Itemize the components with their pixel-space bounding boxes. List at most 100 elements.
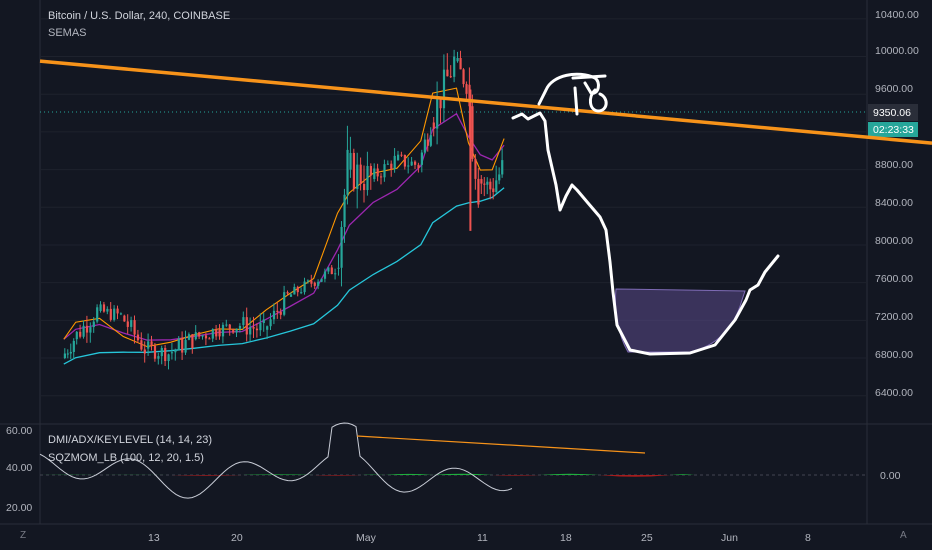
hand-drawn-projection[interactable]: [511, 72, 780, 356]
candle-body: [249, 327, 252, 335]
candle-body: [390, 163, 393, 169]
candle-body: [456, 57, 459, 62]
candle-body: [492, 188, 495, 193]
candle-body: [337, 267, 340, 269]
price-tick: 7200.00: [875, 311, 913, 323]
candle-body: [373, 168, 376, 180]
ema-fast-line: [63, 87, 505, 348]
indicator-tick: 40.00: [6, 462, 32, 474]
candle-body: [289, 294, 293, 297]
ema-lines: [63, 87, 505, 365]
indicator-legend-sqz[interactable]: SQZMOM_LB (100, 12, 20, 1.5): [48, 452, 204, 464]
auto-scale-button[interactable]: A: [900, 530, 907, 541]
price-tick: 8000.00: [875, 235, 913, 247]
candle-body: [474, 158, 477, 179]
candle-body: [310, 280, 313, 284]
price-tick: 7600.00: [875, 273, 913, 285]
candle-body: [201, 335, 204, 337]
time-tick: 18: [560, 532, 572, 544]
candle-body: [167, 354, 170, 362]
candle-body: [63, 353, 66, 359]
candle-body: [170, 352, 174, 354]
candle-body: [191, 334, 194, 349]
candle-body: [85, 325, 89, 333]
countdown-badge: [868, 122, 918, 137]
candle-body: [442, 69, 446, 109]
candle-body: [483, 183, 486, 185]
indicator-tick: 60.00: [6, 425, 32, 437]
symbol-title[interactable]: Bitcoin / U.S. Dollar, 240, COINBASE: [48, 10, 231, 22]
candle-body: [235, 328, 238, 333]
candle-body: [376, 168, 379, 177]
candle-body: [320, 278, 323, 282]
candle-body: [346, 149, 349, 195]
candle-body: [417, 164, 420, 169]
candle-body: [501, 160, 504, 175]
indicator-legend-dmi[interactable]: DMI/ADX/KEYLEVEL (14, 14, 23): [48, 434, 213, 446]
adx-line: [39, 422, 513, 499]
zoom-corner-button[interactable]: Z: [20, 530, 27, 541]
candle-body: [276, 310, 279, 313]
price-tick: 9600.00: [875, 83, 913, 95]
candle-body: [215, 329, 218, 337]
momentum-wave: [599, 475, 671, 477]
candle-body: [286, 292, 289, 294]
candle-body: [238, 325, 242, 329]
candle-body: [79, 331, 82, 337]
candle-body: [393, 155, 396, 169]
candle-body: [369, 165, 372, 176]
candle-body: [480, 179, 483, 184]
candle-body: [403, 154, 406, 167]
candle-body: [96, 307, 99, 322]
candle-body: [109, 308, 112, 320]
scribble-marks: [571, 74, 608, 116]
candle-body: [255, 328, 259, 331]
candle-body: [363, 184, 366, 191]
time-tick: 13: [148, 532, 160, 544]
indicator-axis: 60.00 40.00 20.00 0.00: [6, 425, 901, 514]
candle-body: [194, 332, 197, 340]
candle-body: [439, 98, 442, 109]
candle-body: [306, 280, 310, 282]
candle-body: [164, 347, 167, 362]
candle-body: [498, 174, 501, 181]
candle-body: [133, 320, 136, 335]
candle-body: [272, 310, 276, 320]
momentum-wave: [492, 475, 540, 476]
time-tick: 20: [231, 532, 243, 544]
price-axis[interactable]: 10400.00 10000.00 9600.00 8800.00 8400.0…: [875, 9, 919, 399]
candle-body: [242, 317, 245, 326]
momentum-wave: [432, 473, 493, 475]
candle-body: [174, 349, 177, 353]
time-axis[interactable]: 13 20 May 11 18 25 Jun 8: [148, 532, 811, 544]
price-tick: 8800.00: [875, 159, 913, 171]
candle-body: [262, 319, 265, 324]
price-tick: 10400.00: [875, 9, 919, 21]
momentum-wave: [242, 474, 314, 475]
candle-body: [116, 308, 119, 314]
overlay-legend[interactable]: SEMAS: [48, 27, 87, 39]
candle-body: [317, 281, 320, 286]
candle-body: [356, 164, 359, 189]
candle-body: [471, 106, 474, 159]
candle-body: [123, 315, 126, 322]
resistance-trendline[interactable]: [39, 59, 932, 145]
candle-body: [228, 324, 231, 330]
candle-body: [486, 181, 489, 185]
countdown-label: 02:23:33: [873, 124, 914, 136]
candle-body: [181, 338, 184, 353]
candle-body: [349, 152, 352, 170]
candlesticks: [63, 49, 504, 370]
candle-body: [225, 324, 228, 326]
candle-body: [113, 308, 116, 320]
candle-body: [269, 319, 272, 327]
candle-body: [414, 161, 417, 165]
momentum-wave: [170, 475, 243, 476]
price-tick: 6400.00: [875, 387, 913, 399]
candle-body: [300, 292, 303, 294]
candle-body: [323, 271, 327, 279]
candle-body: [245, 317, 248, 335]
time-tick: 25: [641, 532, 653, 544]
time-tick: Jun: [721, 532, 738, 544]
